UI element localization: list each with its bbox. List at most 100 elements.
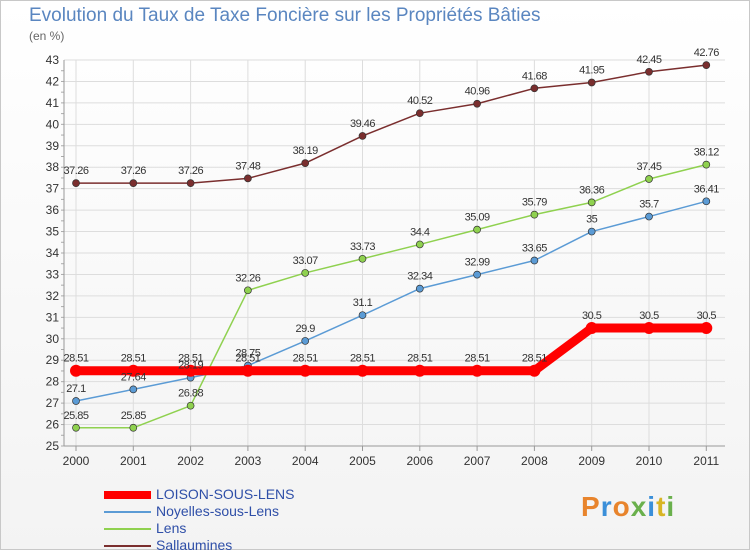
- data-point: [186, 179, 195, 187]
- legend-swatch: [104, 545, 151, 547]
- data-label: 28.51: [178, 353, 203, 365]
- data-label: 31.1: [353, 297, 373, 309]
- y-tick-label: 31: [46, 310, 60, 324]
- data-label: 28.51: [235, 353, 260, 365]
- x-tick-label: 2003: [235, 454, 262, 468]
- data-label: 37.48: [235, 160, 260, 172]
- series-line: [71, 323, 711, 376]
- y-tick-label: 25: [46, 439, 60, 453]
- data-label: 35.79: [522, 197, 547, 209]
- data-label: 28.75: [235, 348, 260, 360]
- y-tick-label: 40: [46, 117, 60, 131]
- data-point: [645, 175, 653, 183]
- legend-label: Noyelles-sous-Lens: [156, 503, 279, 519]
- data-point: [645, 67, 653, 76]
- data-point: [585, 322, 598, 335]
- data-label: 37.26: [178, 165, 203, 177]
- data-label: 35.09: [465, 212, 490, 224]
- data-point: [358, 311, 367, 320]
- data-label: 32.34: [407, 271, 432, 283]
- data-label: 37.26: [63, 165, 88, 177]
- data-label: 34.4: [410, 226, 430, 238]
- data-point: [72, 179, 80, 187]
- data-point: [241, 364, 254, 377]
- data-label: 41.95: [579, 65, 604, 77]
- x-tick-label: 2002: [177, 454, 204, 468]
- data-label: 27.1: [66, 383, 86, 395]
- data-point: [358, 132, 367, 140]
- data-point: [244, 174, 252, 183]
- chart-title: Evolution du Taux de Taxe Foncière sur l…: [29, 5, 541, 26]
- data-label: 39.46: [350, 118, 375, 130]
- data-point: [72, 397, 80, 405]
- y-tick-label: 28: [46, 375, 60, 389]
- x-tick-label: 2011: [693, 454, 719, 468]
- x-tick-label: 2008: [521, 454, 548, 468]
- chart-subtitle: (en %): [29, 29, 65, 43]
- data-label: 35: [586, 214, 598, 226]
- data-point: [587, 198, 596, 207]
- data-point: [700, 322, 713, 335]
- x-tick-label: 2007: [464, 454, 491, 468]
- data-label: 28.51: [350, 353, 375, 365]
- data-point: [645, 212, 653, 221]
- data-point: [186, 401, 195, 410]
- data-point: [129, 179, 138, 187]
- data-point: [643, 322, 655, 335]
- proxiti-logo: Proxiti: [581, 491, 675, 523]
- data-point: [587, 78, 596, 87]
- y-tick-label: 37: [46, 182, 60, 196]
- logo-letter: i: [647, 491, 657, 522]
- data-label: 32.99: [465, 257, 490, 269]
- y-tick-label: 38: [46, 160, 60, 174]
- data-label: 38.12: [694, 147, 719, 159]
- data-point: [184, 364, 197, 377]
- data-label: 32.26: [235, 272, 260, 284]
- data-label: 38.19: [293, 145, 318, 157]
- y-tick-label: 41: [46, 96, 60, 110]
- series-line: [75, 64, 708, 184]
- data-label: 28.51: [63, 353, 88, 365]
- logo-letter: P: [581, 491, 601, 522]
- data-label: 28.51: [407, 353, 432, 365]
- data-point: [473, 270, 481, 279]
- legend-swatch: [104, 528, 151, 530]
- data-label: 30.5: [697, 310, 717, 322]
- series-line: [75, 200, 708, 402]
- data-point: [471, 364, 484, 377]
- x-tick-label: 2006: [406, 454, 433, 468]
- data-point: [244, 286, 252, 295]
- data-label: 33.65: [522, 243, 547, 255]
- legend-swatch: [104, 491, 151, 499]
- data-label: 37.26: [121, 165, 146, 177]
- data-label: 42.76: [694, 47, 719, 59]
- x-tick-label: 2000: [63, 454, 90, 468]
- data-point: [473, 225, 481, 234]
- legend-label: LOISON-SOUS-LENS: [156, 486, 295, 502]
- data-label: 42.45: [636, 54, 661, 66]
- data-point: [587, 227, 596, 236]
- data-label: 33.73: [350, 241, 375, 253]
- data-point: [301, 159, 310, 167]
- data-point: [301, 337, 310, 345]
- x-tick-label: 2010: [636, 454, 663, 468]
- data-point: [70, 364, 82, 377]
- data-point: [413, 364, 426, 377]
- data-point: [415, 284, 424, 293]
- data-point: [127, 364, 140, 377]
- y-tick-label: 34: [46, 246, 60, 260]
- data-point: [301, 269, 310, 277]
- data-label: 30.5: [639, 310, 659, 322]
- data-label: 25.85: [63, 410, 88, 422]
- x-tick-label: 2009: [578, 454, 605, 468]
- series-line: [75, 163, 708, 429]
- data-point: [473, 99, 481, 108]
- data-point: [528, 364, 541, 377]
- legend-label: Lens: [156, 520, 187, 536]
- y-tick-label: 39: [46, 139, 60, 153]
- data-label: 37.45: [636, 161, 661, 173]
- data-label: 28.51: [465, 353, 490, 365]
- data-label: 26.88: [178, 388, 203, 400]
